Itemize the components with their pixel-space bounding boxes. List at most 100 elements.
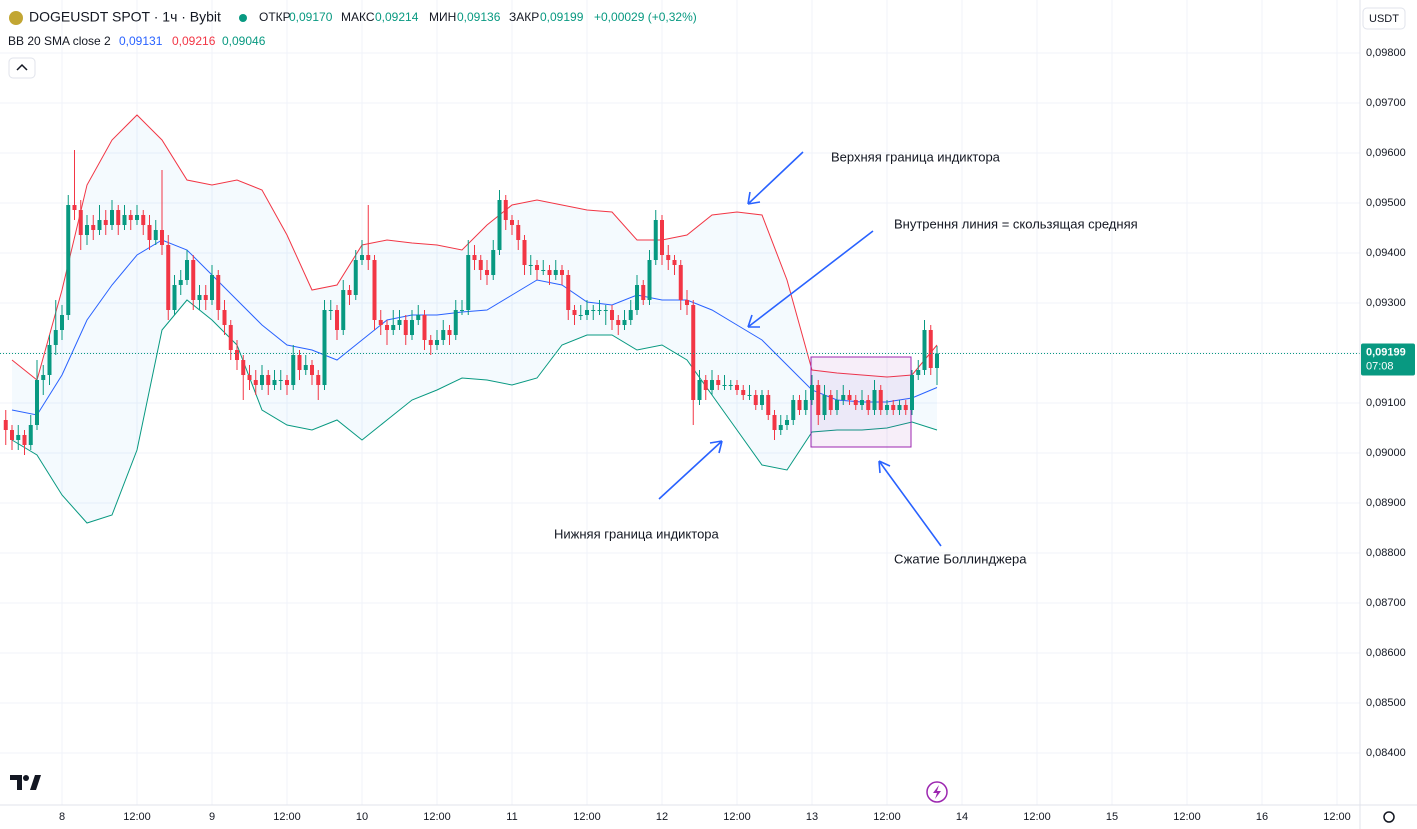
y-tick-label: 0,09500	[1366, 197, 1406, 209]
candle-body	[497, 200, 502, 250]
candle-body	[278, 380, 283, 381]
candle-body	[628, 310, 633, 320]
alert-bolt	[933, 785, 941, 799]
candle-body	[260, 375, 264, 385]
candle-body	[753, 395, 758, 405]
candle-body	[78, 210, 83, 235]
candle-body	[691, 305, 696, 400]
bollinger-bands	[11, 114, 938, 524]
candle-body	[122, 215, 127, 225]
candle-body	[410, 320, 414, 335]
candle-body	[441, 330, 446, 340]
candle-body	[366, 255, 371, 260]
candle-body	[41, 375, 46, 380]
candle-body	[853, 400, 858, 405]
candle-body	[878, 390, 883, 410]
candle-body	[85, 225, 89, 235]
candle-body	[522, 240, 527, 265]
x-tick-label: 15	[1106, 811, 1118, 823]
ohlc-value: 0,09136	[457, 10, 501, 24]
candle-body	[222, 310, 227, 325]
settings-icon[interactable]	[1383, 811, 1395, 823]
y-tick-label: 0,09600	[1366, 147, 1406, 159]
x-tick-label: 12:00	[123, 811, 151, 823]
candle-body	[91, 225, 96, 230]
candle-body	[335, 310, 339, 330]
arrow	[878, 460, 942, 547]
candle-body	[660, 220, 664, 255]
candle-body	[291, 355, 296, 385]
candle-body	[310, 365, 314, 375]
candle-body	[428, 340, 433, 345]
candle-body	[741, 390, 746, 395]
x-tick-label: 12:00	[1023, 811, 1051, 823]
candle-body	[803, 400, 808, 410]
x-tick-label: 12:00	[723, 811, 751, 823]
x-tick-label: 12:00	[873, 811, 901, 823]
candle-body	[735, 385, 739, 390]
candle-body	[610, 310, 614, 320]
candle-body	[353, 260, 358, 295]
ohlc-label: МИН	[429, 10, 456, 24]
ohlc-value: 0,09170	[289, 10, 333, 24]
candle-body	[778, 425, 783, 430]
candle-body	[235, 350, 239, 360]
candle-body	[785, 420, 789, 425]
candle-body	[285, 380, 289, 385]
band-fill	[12, 115, 937, 523]
logo-part	[10, 775, 22, 790]
candle-body	[491, 250, 496, 275]
candle-body	[810, 385, 814, 400]
currency: USDT	[1369, 13, 1399, 25]
candle-body	[460, 310, 464, 311]
arrows	[658, 151, 942, 547]
candle-body	[866, 400, 871, 410]
candle-body	[60, 315, 64, 330]
arrow	[658, 440, 723, 500]
candle-body	[622, 320, 627, 325]
candle-body	[635, 285, 639, 310]
x-tick-label: 13	[806, 811, 818, 823]
candle-body	[360, 255, 364, 260]
indicator-name[interactable]: BB 20 SMA close 2	[8, 34, 111, 48]
band-line	[11, 114, 938, 381]
candle-body	[903, 405, 908, 410]
candle-body	[328, 310, 333, 311]
candle-body	[53, 330, 58, 345]
x-tick-label: 14	[956, 811, 968, 823]
candle-body	[553, 270, 558, 275]
change: +0,00029 (+0,32%)	[594, 10, 697, 24]
candle-body	[547, 270, 552, 275]
candle-body	[47, 345, 52, 375]
candle-body	[141, 215, 146, 225]
candle-body	[178, 280, 183, 285]
candle-body	[191, 260, 196, 300]
candle-body	[297, 355, 302, 370]
candle-body	[591, 310, 596, 311]
candle-body	[503, 200, 508, 220]
candle-body	[766, 395, 771, 415]
ohlc-label: ЗАКР	[509, 10, 539, 24]
candle-body	[466, 255, 471, 310]
y-tick-label: 0,09000	[1366, 447, 1406, 459]
currency-button[interactable]	[1362, 7, 1406, 30]
candle-body	[597, 310, 602, 311]
collapse-button[interactable]	[8, 57, 36, 79]
y-tick-label: 0,09300	[1366, 297, 1406, 309]
candle-body	[16, 435, 21, 440]
candle-body	[922, 330, 927, 370]
candle-body	[647, 260, 652, 300]
candle-body	[697, 380, 702, 400]
candle-body	[172, 285, 177, 310]
candle-body	[66, 205, 71, 315]
candle-body	[916, 370, 921, 375]
candle-body	[641, 285, 646, 300]
candle-body	[472, 255, 477, 260]
y-tick-label: 0,08900	[1366, 497, 1406, 509]
candle-body	[516, 225, 521, 240]
y-tick-label: 0,09400	[1366, 247, 1406, 259]
symbol[interactable]: DOGEUSDT SPOT · 1ч · Bybit	[29, 9, 221, 25]
y-tick-label: 0,08400	[1366, 747, 1406, 759]
candle-body	[103, 220, 108, 225]
candle-body	[10, 430, 14, 440]
